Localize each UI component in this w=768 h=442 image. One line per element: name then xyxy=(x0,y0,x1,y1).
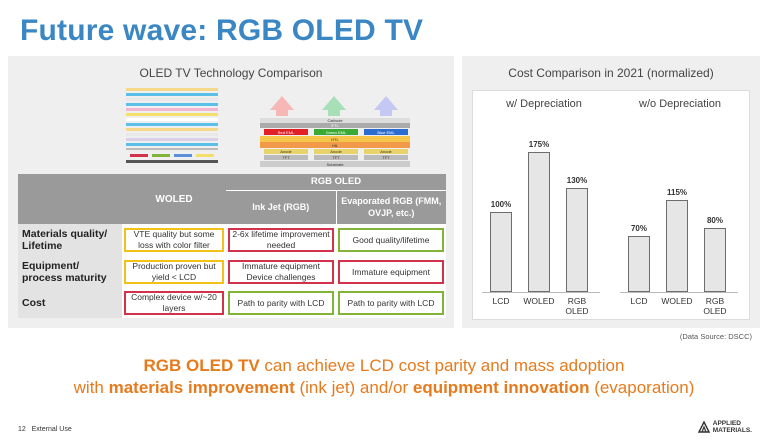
rgb-stack-anode-2: Anode xyxy=(330,149,342,154)
bar-rgb-oled xyxy=(704,228,726,292)
bar-value-label: 130% xyxy=(566,176,588,185)
rgb-stack-htl-label: HTL xyxy=(331,137,339,142)
key-message-text-3: (ink jet) and/or xyxy=(294,378,413,397)
evap-equipment-cell: Immature equipment xyxy=(338,260,444,284)
key-message-bold-3: equipment innovation xyxy=(412,378,590,397)
inkjet-cost-cell: Path to parity with LCD xyxy=(228,291,334,315)
rgb-stack-blue-eml: Blue EML xyxy=(377,130,395,135)
chart-without-depreciation: w/o Depreciation 70% LCD 115% WOLED 80% RGB OL… xyxy=(614,96,746,316)
applied-materials-logo-icon xyxy=(697,421,710,433)
rgb-stack-hil-label: HIL xyxy=(332,143,339,148)
rgb-stack-tft-2: TFT xyxy=(332,155,340,160)
logo-line-1: APPLIED xyxy=(712,420,741,427)
rgb-stack-tft-1: TFT xyxy=(282,155,290,160)
chart-baseline xyxy=(482,292,600,293)
key-message-text-4: (evaporation) xyxy=(589,378,695,397)
comparison-table: WOLED RGB OLED Ink Jet (RGB) Evaporated … xyxy=(18,174,446,318)
inkjet-materials-cell: 2-6x lifetime improvement needed xyxy=(228,228,334,252)
bar-value-label: 175% xyxy=(528,140,550,149)
chart-baseline xyxy=(620,292,738,293)
key-message-line-1: RGB OLED TV can achieve LCD cost parity … xyxy=(0,356,768,376)
woled-equipment-cell: Production proven but yield < LCD xyxy=(124,260,224,284)
bar-rgb-oled xyxy=(566,188,588,292)
key-message-bold-2: materials improvement xyxy=(108,378,295,397)
woled-stack-illustration xyxy=(126,88,218,163)
category-label: LCD xyxy=(630,296,648,306)
rgb-stack-tft-3: TFT xyxy=(382,155,390,160)
rgb-stack-green-eml: Green EML xyxy=(326,130,347,135)
page-number: 12 xyxy=(18,426,26,433)
header-woled: WOLED xyxy=(122,174,226,224)
cost-comparison-title: Cost Comparison in 2021 (normalized) xyxy=(508,66,714,80)
header-evaporated-rgb: Evaporated RGB (FMM, OVJP, etc.) xyxy=(336,190,446,224)
cost-charts-area xyxy=(472,90,750,320)
category-label: RGB OLED xyxy=(565,296,589,316)
row-label-cost: Cost xyxy=(18,288,122,318)
cost-comparison-panel: Cost Comparison in 2021 (normalized) w/ … xyxy=(462,56,760,328)
technology-comparison-title: OLED TV Technology Comparison xyxy=(139,66,323,80)
table-row: Equipment/ process maturity Production p… xyxy=(18,256,446,288)
key-message-text-2: with xyxy=(73,378,109,397)
chart-with-depreciation: w/ Depreciation 100% LCD 175% WOLED 130% RGB O… xyxy=(476,96,612,316)
data-source-note: (Data Source: DSCC) xyxy=(679,332,752,341)
bar-value-label: 70% xyxy=(630,224,647,233)
bar-lcd xyxy=(628,236,650,292)
key-message-line-2: with materials improvement (ink jet) and… xyxy=(0,378,768,398)
rgb-stack-cathode-label: Cathode xyxy=(327,118,343,123)
chart-title-without-depreciation: w/o Depreciation xyxy=(639,98,721,110)
footer: 12 External Use xyxy=(18,426,72,433)
bar-lcd xyxy=(490,212,512,292)
category-label: WOLED xyxy=(523,296,555,306)
category-label: LCD xyxy=(492,296,510,306)
key-message-text-1: can achieve LCD cost parity and mass ado… xyxy=(259,356,625,375)
key-message-bold-1: RGB OLED TV xyxy=(143,356,260,375)
bar-value-label: 115% xyxy=(666,188,688,197)
bar-value-label: 100% xyxy=(490,200,512,209)
rgb-stack-anode-1: Anode xyxy=(280,149,292,154)
technology-comparison-panel: OLED TV Technology Comparison Cathode ET… xyxy=(8,56,454,328)
table-row: Materials quality/ Lifetime VTE quality … xyxy=(18,224,446,256)
evap-cost-cell: Path to parity with LCD xyxy=(338,291,444,315)
logo-line-2: MATERIALS. xyxy=(712,427,752,434)
applied-materials-logo: APPLIED MATERIALS. xyxy=(697,420,752,434)
rgb-stack-substrate-label: Substrate xyxy=(326,162,344,167)
header-ink-jet: Ink Jet (RGB) xyxy=(226,190,337,224)
woled-materials-cell: VTE quality but some loss with color fil… xyxy=(124,228,224,252)
rgb-oled-stack-illustration: Cathode ETL Red EML Green EML Blue EML H… xyxy=(260,96,410,167)
woled-cost-cell: Complex device w/~20 layers xyxy=(124,291,224,315)
bar-woled xyxy=(528,152,550,292)
evap-materials-cell: Good quality/lifetime xyxy=(338,228,444,252)
table-corner xyxy=(18,174,122,224)
row-label-equipment: Equipment/ process maturity xyxy=(18,256,122,288)
classification-label: External Use xyxy=(31,426,72,433)
bar-woled xyxy=(666,200,688,292)
category-label: RGB OLED xyxy=(703,296,727,316)
rgb-stack-anode-3: Anode xyxy=(380,149,392,154)
chart-title-with-depreciation: w/ Depreciation xyxy=(506,98,582,110)
rgb-stack-red-eml: Red EML xyxy=(278,130,295,135)
table-row: Cost Complex device w/~20 layers Path to… xyxy=(18,288,446,318)
rgb-stack-etl-label: ETL xyxy=(331,123,339,128)
row-label-materials: Materials quality/ Lifetime xyxy=(18,224,122,256)
slide-title: Future wave: RGB OLED TV xyxy=(20,14,424,47)
bar-value-label: 80% xyxy=(706,216,723,225)
header-rgb-oled: RGB OLED xyxy=(226,174,446,191)
category-label: WOLED xyxy=(661,296,693,306)
inkjet-equipment-cell: Immature equipment Device challenges xyxy=(228,260,334,284)
